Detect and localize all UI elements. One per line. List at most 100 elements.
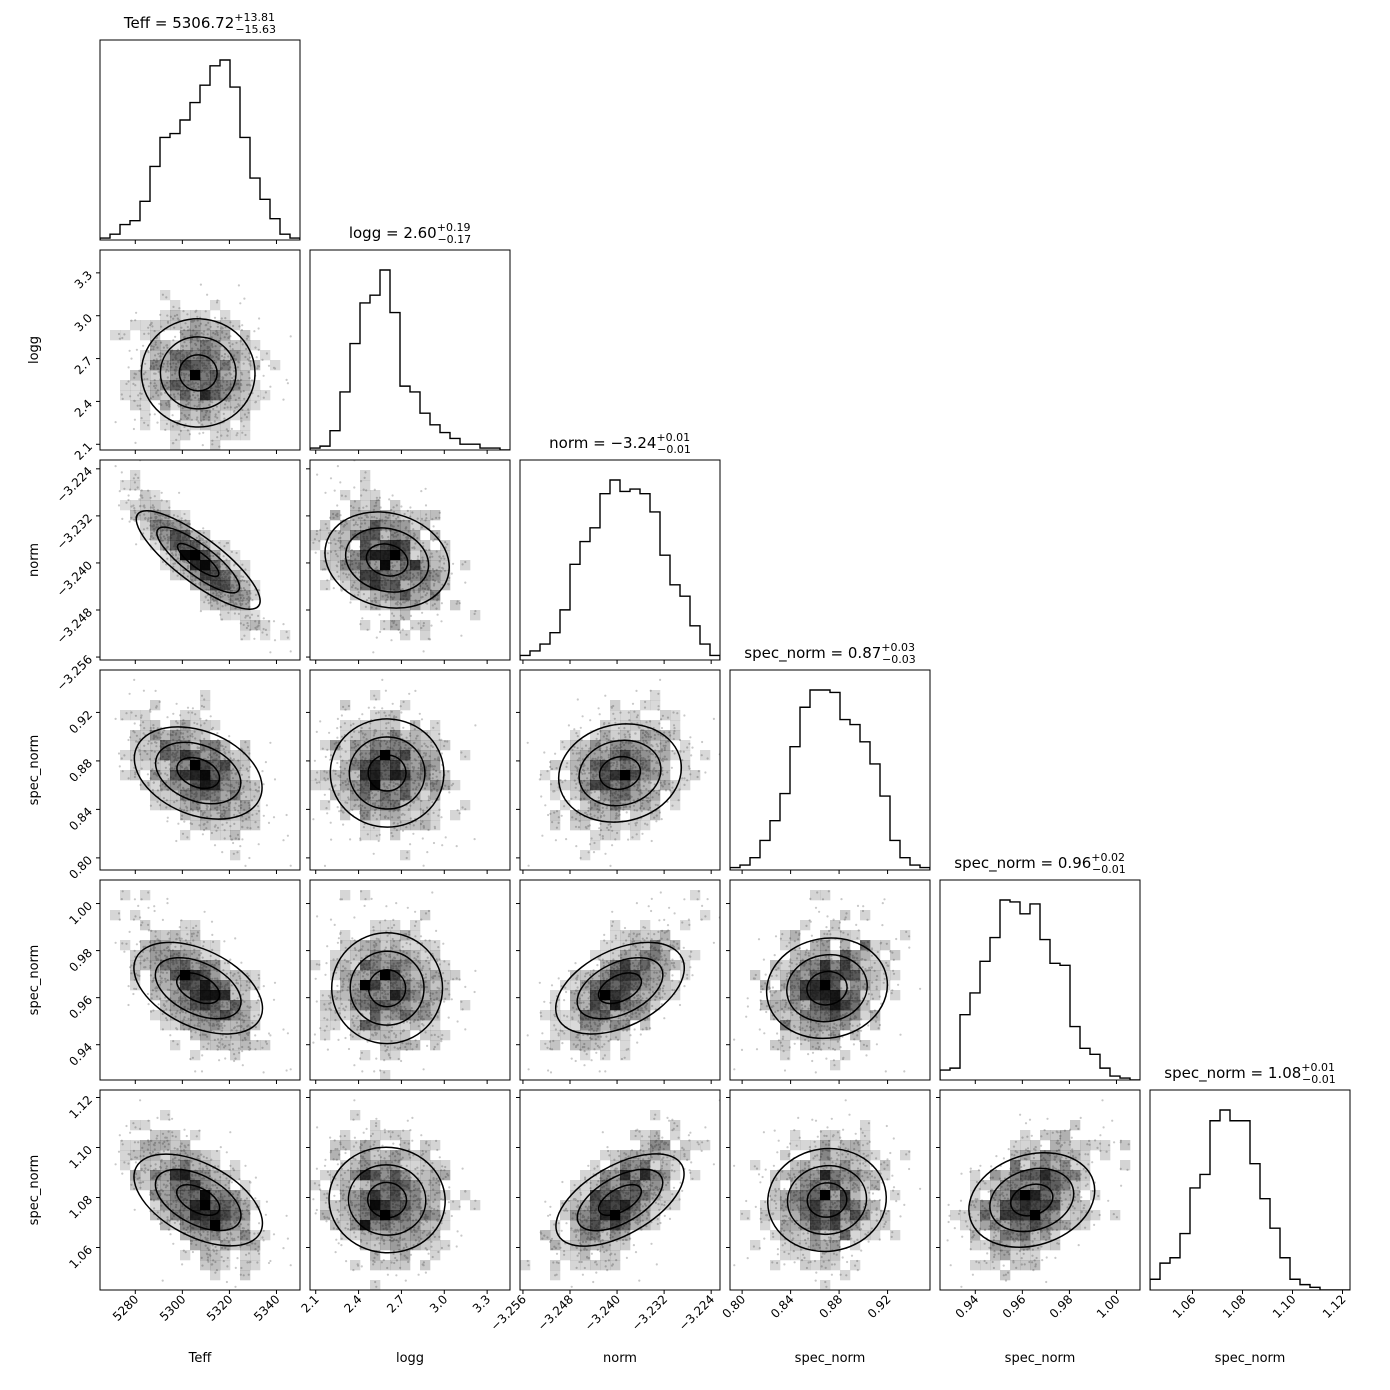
scatter-point — [315, 730, 318, 733]
scatter-point — [148, 708, 152, 711]
scatter-point — [353, 581, 356, 584]
scatter-point — [214, 807, 217, 810]
scatter-point — [138, 369, 141, 372]
scatter-point — [354, 558, 357, 561]
scatter-point — [234, 383, 237, 386]
scatter-point — [258, 786, 261, 789]
scatter-point — [425, 517, 428, 520]
density-cell — [170, 550, 181, 561]
scatter-point — [339, 481, 342, 484]
scatter-point — [158, 758, 161, 761]
density-cell — [340, 580, 351, 591]
scatter-point — [192, 801, 195, 804]
scatter-point — [159, 538, 162, 542]
hist-title-median: 2.60 — [403, 224, 436, 242]
scatter-point — [418, 599, 421, 602]
scatter-point — [406, 509, 409, 512]
scatter-point — [342, 823, 345, 826]
scatter-point — [154, 387, 157, 390]
density-cell — [240, 620, 251, 631]
density-cell — [410, 570, 421, 581]
scatter-point — [242, 785, 245, 788]
scatter-point — [229, 397, 232, 400]
y-tick-label: 0.80 — [66, 853, 95, 882]
scatter-point — [343, 722, 346, 725]
density-cell — [200, 350, 211, 361]
scatter-point — [196, 382, 199, 386]
density-cell — [120, 770, 131, 781]
scatter-point — [157, 769, 160, 772]
density-cell — [160, 540, 171, 551]
scatter-point — [185, 766, 188, 769]
scatter-point — [381, 733, 384, 736]
hist-panel-norm: norm = −3.24+0.01 −0.01 — [519, 431, 721, 664]
density-cell — [250, 380, 261, 391]
scatter-point — [411, 576, 414, 579]
density-cell — [460, 560, 471, 571]
scatter-point — [357, 517, 360, 520]
scatter-point — [365, 738, 368, 741]
density-cell — [220, 790, 231, 801]
scatter-point — [249, 384, 252, 387]
scatter-point — [174, 370, 177, 373]
scatter-point — [248, 377, 251, 380]
density-cell — [380, 560, 391, 571]
scatter-point — [433, 579, 437, 582]
density-cell — [180, 530, 191, 541]
density-cell — [140, 360, 151, 371]
scatter-point — [413, 758, 416, 761]
scatter-point — [364, 757, 367, 760]
scatter-point — [216, 331, 219, 334]
scatter-point — [139, 724, 142, 727]
scatter-point — [410, 580, 413, 583]
scatter-point — [206, 293, 209, 296]
scatter-point — [323, 793, 326, 796]
scatter-point — [198, 397, 201, 400]
scatter-point — [249, 827, 252, 830]
scatter-point — [446, 740, 449, 743]
scatter-point — [230, 427, 233, 430]
density-cell — [410, 530, 421, 541]
density-cell — [210, 580, 221, 591]
scatter-point — [227, 355, 230, 358]
scatter-point — [203, 750, 206, 753]
scatter-point — [216, 299, 219, 302]
density-cell — [210, 570, 221, 581]
scatter-point — [414, 599, 417, 602]
scatter-point — [203, 601, 206, 604]
scatter-point — [223, 353, 227, 356]
scatter-point — [187, 743, 190, 747]
scatter-point — [407, 536, 410, 539]
density-cell — [410, 620, 421, 631]
scatter-point — [254, 400, 257, 403]
scatter-point — [173, 801, 176, 804]
scatter-point — [372, 508, 375, 511]
scatter-point — [237, 838, 240, 841]
scatter-point — [236, 833, 240, 836]
density-cell — [280, 630, 291, 641]
scatter-point — [217, 410, 220, 414]
scatter-point — [342, 772, 345, 775]
scatter-point — [411, 626, 414, 629]
scatter-point — [203, 698, 206, 701]
density-cell — [220, 760, 231, 771]
density-cell — [390, 510, 401, 521]
scatter-point — [323, 777, 326, 780]
scatter-point — [154, 689, 157, 692]
scatter-point — [241, 324, 244, 327]
scatter-point — [380, 528, 383, 531]
scatter-point — [236, 597, 239, 601]
scatter-point — [175, 438, 178, 441]
density-cell — [410, 590, 421, 601]
scatter-point — [336, 761, 339, 765]
scatter-point — [257, 348, 260, 351]
scatter-point — [353, 785, 356, 788]
scatter-point — [424, 594, 427, 597]
density-cell — [200, 340, 211, 351]
scatter-point — [150, 769, 153, 772]
scatter-point — [240, 804, 243, 807]
density-cell — [160, 530, 171, 541]
scatter-point — [417, 748, 420, 751]
scatter-point — [181, 735, 184, 739]
scatter-point — [234, 358, 238, 361]
